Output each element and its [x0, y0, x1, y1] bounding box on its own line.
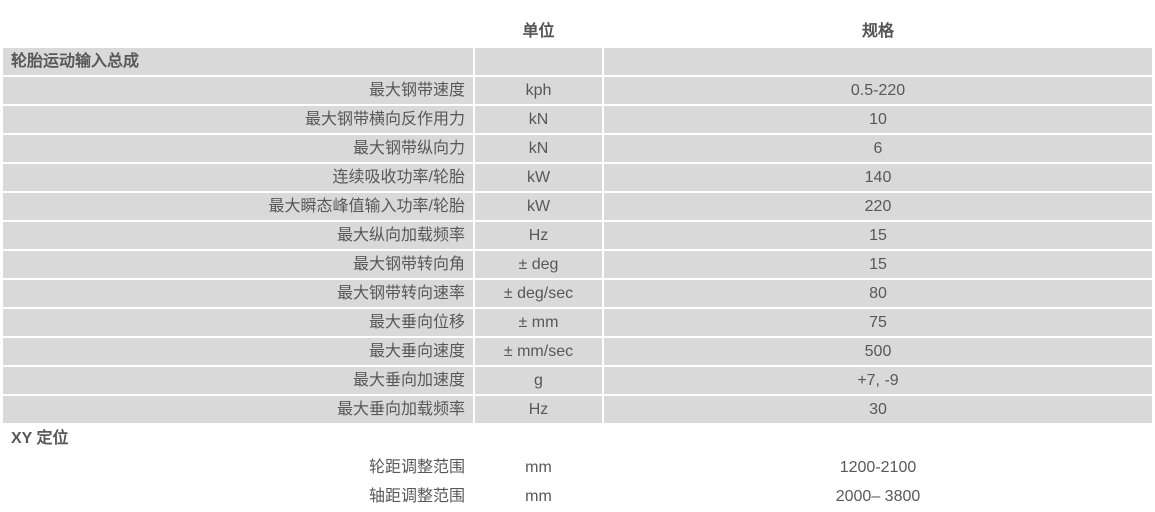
section-title: 轮胎运动输入总成	[3, 48, 473, 75]
parameter-unit: kN	[475, 106, 602, 133]
parameter-spec: 2000– 3800	[835, 488, 921, 505]
parameter-unit: Hz	[475, 222, 602, 249]
table-row: 最大钢带速度 kph 0.5-220	[3, 77, 1152, 104]
parameter-spec: 0.5-220	[604, 77, 1152, 104]
parameter-spec: 80	[604, 280, 1152, 307]
header-spec: 规格	[861, 23, 894, 40]
header-row: 单位 规格	[3, 17, 1152, 46]
table-row: 最大垂向加速度 g +7, -9	[3, 367, 1152, 394]
parameter-unit: kW	[475, 193, 602, 220]
parameter-spec: 500	[604, 338, 1152, 365]
header-unit: 单位	[522, 23, 555, 40]
table-row: 最大瞬态峰值输入功率/轮胎 kW 220	[3, 193, 1152, 220]
table-row: 最大垂向加载频率 Hz 30	[3, 396, 1152, 423]
table-row: 最大纵向加载频率 Hz 15	[3, 222, 1152, 249]
parameter-spec: 15	[604, 222, 1152, 249]
parameter-name: 最大钢带纵向力	[3, 135, 473, 162]
table-row: 最大钢带横向反作用力 kN 10	[3, 106, 1152, 133]
parameter-spec: 10	[604, 106, 1152, 133]
section-header-row: XY 定位	[3, 425, 1152, 452]
parameter-unit: mm	[525, 459, 552, 476]
parameter-unit: mm	[525, 488, 552, 505]
spec-table: 单位 规格 轮胎运动输入总成 最大钢带速度 kph 0.5-220 最大钢带横向反作用力…	[1, 15, 1154, 512]
parameter-spec: 30	[604, 396, 1152, 423]
parameter-spec: 6	[604, 135, 1152, 162]
parameter-name: 最大钢带速度	[3, 77, 473, 104]
table-row: 连续吸收功率/轮胎 kW 140	[3, 164, 1152, 191]
parameter-name: 轴距调整范围	[368, 488, 465, 505]
empty-cell	[475, 48, 602, 75]
parameter-unit: ± mm/sec	[475, 338, 602, 365]
parameter-name: 最大垂向速度	[3, 338, 473, 365]
parameter-unit: g	[475, 367, 602, 394]
parameter-name: 最大钢带转向角	[3, 251, 473, 278]
empty-cell	[475, 425, 602, 452]
parameter-spec: +7, -9	[604, 367, 1152, 394]
parameter-name: 最大垂向加速度	[3, 367, 473, 394]
table-row: 最大垂向速度 ± mm/sec 500	[3, 338, 1152, 365]
parameter-unit: Hz	[475, 396, 602, 423]
table-row: 轴距调整范围 mm 2000– 3800	[3, 483, 1152, 510]
parameter-name: 最大垂向加载频率	[3, 396, 473, 423]
empty-cell	[604, 425, 1152, 452]
parameter-name: 最大钢带转向速率	[3, 280, 473, 307]
table-row: 最大钢带纵向力 kN 6	[3, 135, 1152, 162]
header-name	[3, 17, 473, 46]
table-row: 最大垂向位移 ± mm 75	[3, 309, 1152, 336]
empty-cell	[604, 48, 1152, 75]
parameter-name: 轮距调整范围	[368, 459, 465, 476]
section-title: XY 定位	[11, 430, 69, 447]
parameter-spec: 140	[604, 164, 1152, 191]
table-row: 轮距调整范围 mm 1200-2100	[3, 454, 1152, 481]
parameter-name: 连续吸收功率/轮胎	[3, 164, 473, 191]
section-header-row: 轮胎运动输入总成	[3, 48, 1152, 75]
parameter-unit: kN	[475, 135, 602, 162]
parameter-unit: ± deg/sec	[475, 280, 602, 307]
parameter-name: 最大纵向加载频率	[3, 222, 473, 249]
parameter-spec: 220	[604, 193, 1152, 220]
parameter-spec: 75	[604, 309, 1152, 336]
parameter-spec: 15	[604, 251, 1152, 278]
parameter-unit: kW	[475, 164, 602, 191]
parameter-unit: ± deg	[475, 251, 602, 278]
parameter-name: 最大钢带横向反作用力	[3, 106, 473, 133]
parameter-spec: 1200-2100	[839, 459, 917, 476]
parameter-name: 最大瞬态峰值输入功率/轮胎	[3, 193, 473, 220]
parameter-name: 最大垂向位移	[3, 309, 473, 336]
parameter-unit: kph	[475, 77, 602, 104]
table-row: 最大钢带转向角 ± deg 15	[3, 251, 1152, 278]
parameter-unit: ± mm	[475, 309, 602, 336]
table-row: 最大钢带转向速率 ± deg/sec 80	[3, 280, 1152, 307]
